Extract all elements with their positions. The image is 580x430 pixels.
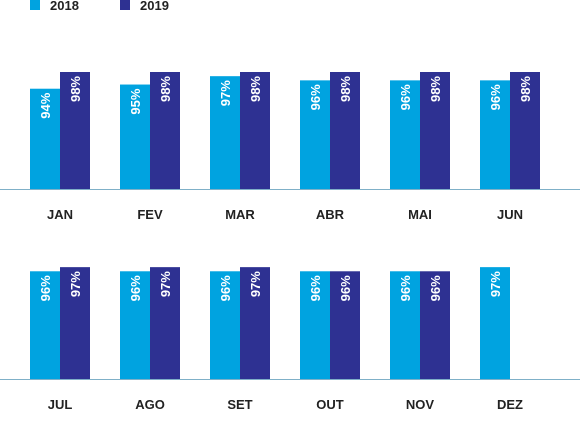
category-label-ago: AGO [135,397,165,412]
data-label-2019-ago: 97% [158,271,173,297]
category-label-mar: MAR [225,207,255,222]
data-label-2018-nov: 96% [398,275,413,301]
legend-item-2018[interactable]: 2018 [30,0,79,13]
bar-2018-dez[interactable] [480,267,510,379]
bar-2018-jan[interactable] [30,88,60,189]
category-label-jun: JUN [497,207,523,222]
data-label-2019-mai: 98% [428,76,443,102]
category-label-set: SET [227,397,252,412]
bar-2019-mai[interactable] [420,72,450,189]
data-label-2019-mar: 98% [248,76,263,102]
bar-2019-ago[interactable] [150,267,180,379]
bar-2019-fev[interactable] [150,72,180,189]
data-label-2019-jan: 98% [68,76,83,102]
category-label-mai: MAI [408,207,432,222]
data-label-2018-dez: 97% [488,271,503,297]
bar-2018-fev[interactable] [120,84,150,189]
data-label-2018-set: 96% [218,275,233,301]
category-label-fev: FEV [137,207,163,222]
bar-2019-jan[interactable] [60,72,90,189]
data-label-2019-jun: 98% [518,76,533,102]
category-label-jan: JAN [47,207,73,222]
bar-2019-jun[interactable] [510,72,540,189]
bar-2018-ago[interactable] [120,271,150,379]
legend-item-2019[interactable]: 2019 [120,0,169,13]
category-label-jul: JUL [48,397,73,412]
category-label-out: OUT [316,397,344,412]
data-label-2019-abr: 98% [338,76,353,102]
bar-2019-jul[interactable] [60,267,90,379]
data-label-2018-mar: 97% [218,80,233,106]
legend-swatch-2019 [120,0,130,10]
legend: 2018 2019 [0,0,580,14]
data-label-2018-abr: 96% [308,84,323,110]
data-label-2018-jul: 96% [38,275,53,301]
data-label-2019-out: 96% [338,275,353,301]
data-label-2019-set: 97% [248,271,263,297]
data-label-2018-fev: 95% [128,88,143,114]
bar-2018-abr[interactable] [300,80,330,189]
bar-2019-nov[interactable] [420,271,450,379]
data-label-2019-fev: 98% [158,76,173,102]
legend-label-2019: 2019 [140,0,169,13]
data-label-2019-jul: 97% [68,271,83,297]
bar-2018-mai[interactable] [390,80,420,189]
bar-2019-abr[interactable] [330,72,360,189]
bar-2018-set[interactable] [210,271,240,379]
legend-label-2018: 2018 [50,0,79,13]
data-label-2018-ago: 96% [128,275,143,301]
bar-2019-set[interactable] [240,267,270,379]
bar-2019-mar[interactable] [240,72,270,189]
bar-2018-out[interactable] [300,271,330,379]
data-label-2019-nov: 96% [428,275,443,301]
bar-2018-jul[interactable] [30,271,60,379]
category-label-nov: NOV [406,397,435,412]
bar-2018-mar[interactable] [210,76,240,189]
category-label-abr: ABR [316,207,345,222]
data-label-2018-jan: 94% [38,92,53,118]
bar-2018-jun[interactable] [480,80,510,189]
legend-swatch-2018 [30,0,40,10]
bar-2018-nov[interactable] [390,271,420,379]
data-label-2018-mai: 96% [398,84,413,110]
data-label-2018-jun: 96% [488,84,503,110]
category-label-dez: DEZ [497,397,523,412]
data-label-2018-out: 96% [308,275,323,301]
bar-2019-out[interactable] [330,271,360,379]
